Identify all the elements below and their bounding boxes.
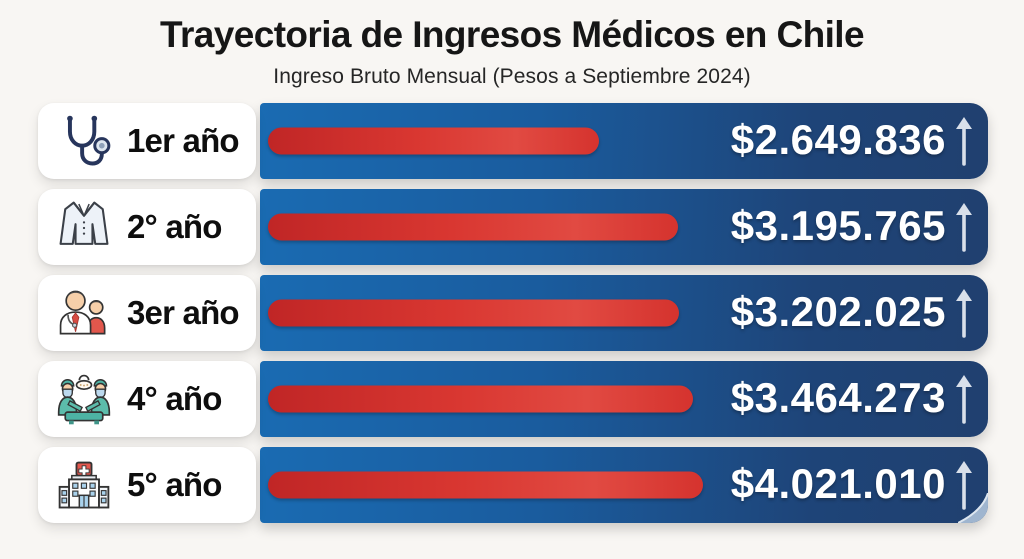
doctor-patient-icon: [54, 283, 114, 343]
year5-bar-panel: $4.021.010: [260, 447, 988, 523]
year2-bar-panel: $3.195.765: [260, 189, 988, 265]
page-subtitle: Ingreso Bruto Mensual (Pesos a Septiembr…: [273, 65, 751, 88]
year5-amount: $4.021.010: [730, 460, 946, 508]
year4-bar-panel: $3.464.273: [260, 361, 988, 437]
up-arrow-icon: [952, 373, 976, 425]
year3-label: 3er año: [127, 294, 240, 331]
year1-bar-fill: [268, 127, 600, 155]
year4-amount: $3.464.273: [730, 374, 946, 422]
year4-bar-fill: [268, 385, 694, 413]
lab-coat-icon: [54, 197, 114, 257]
year4-label: 4° año: [127, 380, 222, 417]
income-bar-list: 1er año $2.649.836: [0, 103, 1024, 533]
income-row-year5: 5° año $4.021.010: [0, 447, 1024, 523]
income-row-year1: 1er año $2.649.836: [0, 103, 1024, 179]
up-arrow-icon: [952, 201, 976, 253]
year1-label: 1er año: [127, 122, 240, 159]
stethoscope-icon: [54, 111, 114, 171]
page-title: Trayectoria de Ingresos Médicos en Chile: [160, 14, 865, 55]
year1-bar-panel: $2.649.836: [260, 103, 988, 179]
year3-label-card: 3er año: [38, 275, 256, 351]
up-arrow-icon: [952, 115, 976, 167]
surgery-icon: [54, 369, 114, 429]
year2-label-card: 2° año: [38, 189, 256, 265]
year2-amount: $3.195.765: [730, 202, 946, 250]
up-arrow-icon: [952, 459, 976, 511]
year3-bar-panel: $3.202.025: [260, 275, 988, 351]
header: Trayectoria de Ingresos Médicos en Chile…: [0, 14, 1024, 89]
year5-label-card: 5° año: [38, 447, 256, 523]
year5-label: 5° año: [127, 466, 222, 503]
year3-amount: $3.202.025: [730, 288, 946, 336]
year4-label-card: 4° año: [38, 361, 256, 437]
income-row-year4: 4° año $3.464.273: [0, 361, 1024, 437]
year2-label: 2° año: [127, 208, 222, 245]
up-arrow-icon: [952, 287, 976, 339]
income-row-year2: 2° año $3.195.765: [0, 189, 1024, 265]
income-row-year3: 3er año $3.202.025: [0, 275, 1024, 351]
hospital-icon: [54, 455, 114, 515]
year1-label-card: 1er año: [38, 103, 256, 179]
year3-bar-fill: [268, 299, 680, 327]
year2-bar-fill: [268, 213, 678, 241]
year5-bar-fill: [268, 471, 704, 499]
year1-amount: $2.649.836: [730, 116, 946, 164]
page-curl-decoration: [957, 492, 988, 523]
